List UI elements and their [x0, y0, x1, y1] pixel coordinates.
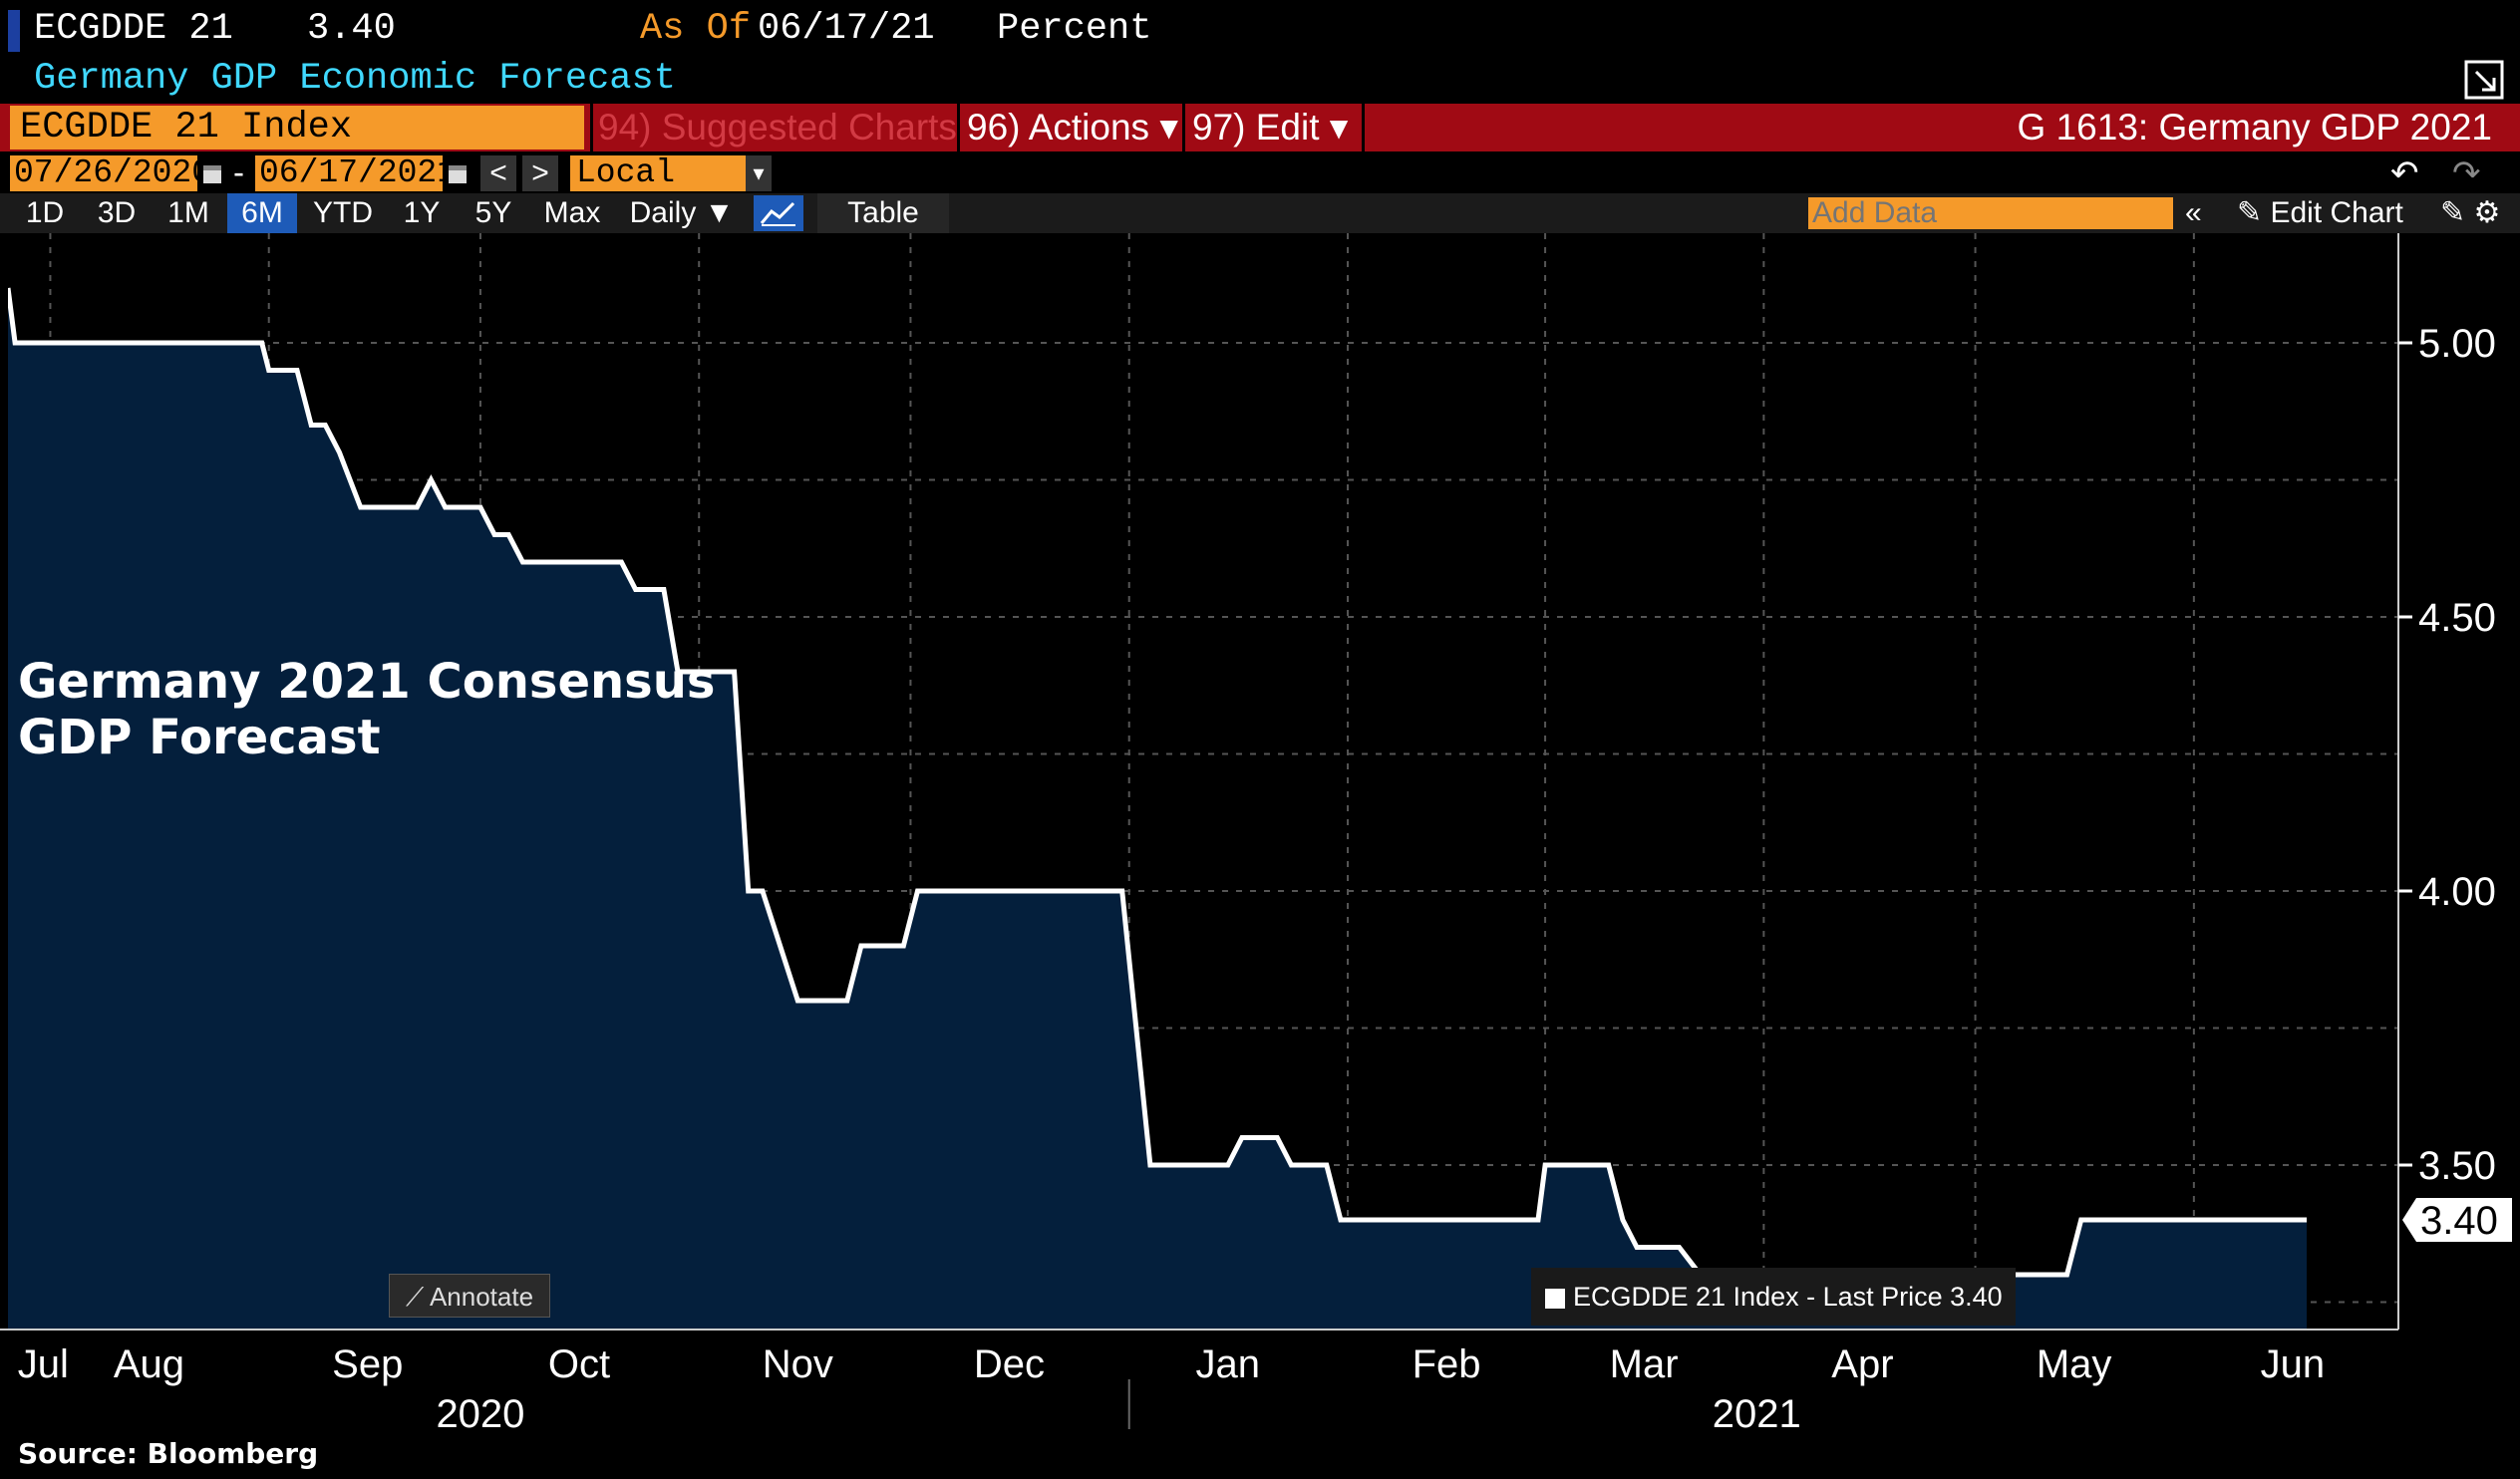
legend-swatch: [1545, 1288, 1565, 1309]
period-ytd[interactable]: YTD: [313, 196, 373, 229]
x-tick-label: Jul: [18, 1342, 69, 1386]
as-of-label: As Of: [640, 8, 752, 50]
toolbar-divider: [957, 104, 960, 151]
x-tick-label: Jan: [1196, 1342, 1261, 1386]
previous-period-button[interactable]: <: [480, 155, 516, 191]
edit-chart-button[interactable]: ✎ Edit Chart: [2237, 196, 2403, 229]
x-tick-label: May: [2037, 1342, 2112, 1386]
series-line: [8, 287, 2307, 1278]
y-tick-label: 5.00: [2418, 322, 2496, 366]
x-tick-label: Aug: [114, 1342, 184, 1386]
calendar-icon[interactable]: [201, 159, 223, 187]
period-1m[interactable]: 1M: [167, 196, 209, 229]
line-chart-icon[interactable]: [754, 195, 803, 231]
period-5y[interactable]: 5Y: [474, 196, 512, 229]
table-button[interactable]: Table: [817, 193, 949, 233]
x-tick-label: Mar: [1610, 1342, 1679, 1386]
date-separator: -: [233, 153, 244, 190]
page-subtitle: Germany GDP Economic Forecast: [34, 58, 676, 100]
calendar-icon[interactable]: [447, 159, 469, 187]
last-value: 3.40: [307, 8, 396, 50]
chart-title: Germany 2021 Consensus GDP Forecast: [18, 654, 716, 765]
currency-select[interactable]: Local CCY: [570, 155, 746, 227]
period-max[interactable]: Max: [543, 196, 601, 229]
chart: 3.50 4.00 4.50 5.00 Jul Aug Sep Oct Nov Dec Jan Fe…: [0, 233, 2512, 1435]
redo-icon[interactable]: ↷: [2452, 154, 2481, 192]
chart-title-line-1: Germany 2021 Consensus: [18, 654, 716, 710]
x-axis-ticks: Jul Aug Sep Oct Nov Dec Jan Feb Mar Apr May Jun 2020…: [18, 1342, 2325, 1435]
start-date-field[interactable]: 07/26/2020: [10, 155, 211, 191]
source-note: Source: Bloomberg: [18, 1437, 319, 1470]
ticker-marker: [8, 10, 20, 52]
x-tick-label: Nov: [763, 1342, 833, 1386]
legend-label: ECGDDE 21 Index - Last Price 3.40: [1573, 1282, 2003, 1312]
chevron-down-icon[interactable]: ▾: [746, 155, 772, 191]
y-tick-label: 4.50: [2418, 596, 2496, 640]
legend: ECGDDE 21 Index - Last Price 3.40: [1531, 1268, 2016, 1326]
next-period-button[interactable]: >: [522, 155, 558, 191]
x-tick-label: Oct: [548, 1342, 610, 1386]
period-3d[interactable]: 3D: [97, 196, 137, 229]
last-price-box: [2402, 1198, 2512, 1242]
undo-icon[interactable]: ↶: [2390, 154, 2419, 192]
toolbar-divider: [1362, 104, 1365, 151]
ticker-symbol: ECGDDE 21: [34, 8, 233, 50]
security-field[interactable]: ECGDDE 21 Index: [10, 106, 584, 149]
toolbar-divider: [1182, 104, 1185, 151]
toolbar-divider: [590, 104, 593, 151]
y-tick-label: 4.00: [2418, 870, 2496, 914]
period-1d[interactable]: 1D: [25, 196, 65, 229]
end-date-field[interactable]: 06/17/2021: [255, 155, 457, 191]
header-bar: [0, 0, 2520, 58]
frequency-select[interactable]: Daily ▼: [629, 196, 735, 229]
last-price-tag: 3.40: [2402, 1198, 2512, 1243]
edit-menu[interactable]: 97) Edit ▾: [1192, 107, 1349, 148]
y-tick-label: 3.50: [2418, 1144, 2496, 1188]
chart-title-line-2: GDP Forecast: [18, 710, 381, 765]
period-1y[interactable]: 1Y: [403, 196, 441, 229]
x-tick-label: Sep: [332, 1342, 403, 1386]
chart-name: G 1613: Germany GDP 2021: [2017, 107, 2492, 148]
last-price-label: 3.40: [2420, 1199, 2498, 1243]
units-label: Percent: [997, 8, 1152, 50]
annotate-button[interactable]: ⟋ Annotate: [389, 1274, 550, 1318]
series-area: [8, 288, 2307, 1330]
as-of-date: 06/17/21: [758, 8, 935, 50]
x-tick-label: Jun: [2261, 1342, 2326, 1386]
period-6m[interactable]: 6M: [227, 193, 297, 233]
collapse-icon[interactable]: «: [2185, 196, 2202, 229]
x-year-label: 2021: [1713, 1392, 1801, 1435]
actions-menu[interactable]: 96) Actions ▾: [967, 107, 1178, 148]
x-tick-label: Dec: [974, 1342, 1045, 1386]
x-year-label: 2020: [436, 1392, 524, 1435]
settings-icon[interactable]: ✎ ⚙: [2440, 196, 2501, 229]
expand-icon[interactable]: [2462, 58, 2506, 102]
y-axis-ticks: 3.50 4.00 4.50 5.00: [2398, 322, 2496, 1188]
suggested-charts-menu[interactable]: 94) Suggested Charts: [598, 107, 957, 148]
x-tick-label: Apr: [1831, 1342, 1893, 1386]
add-data-input[interactable]: [1808, 197, 2173, 229]
x-tick-label: Feb: [1413, 1342, 1481, 1386]
